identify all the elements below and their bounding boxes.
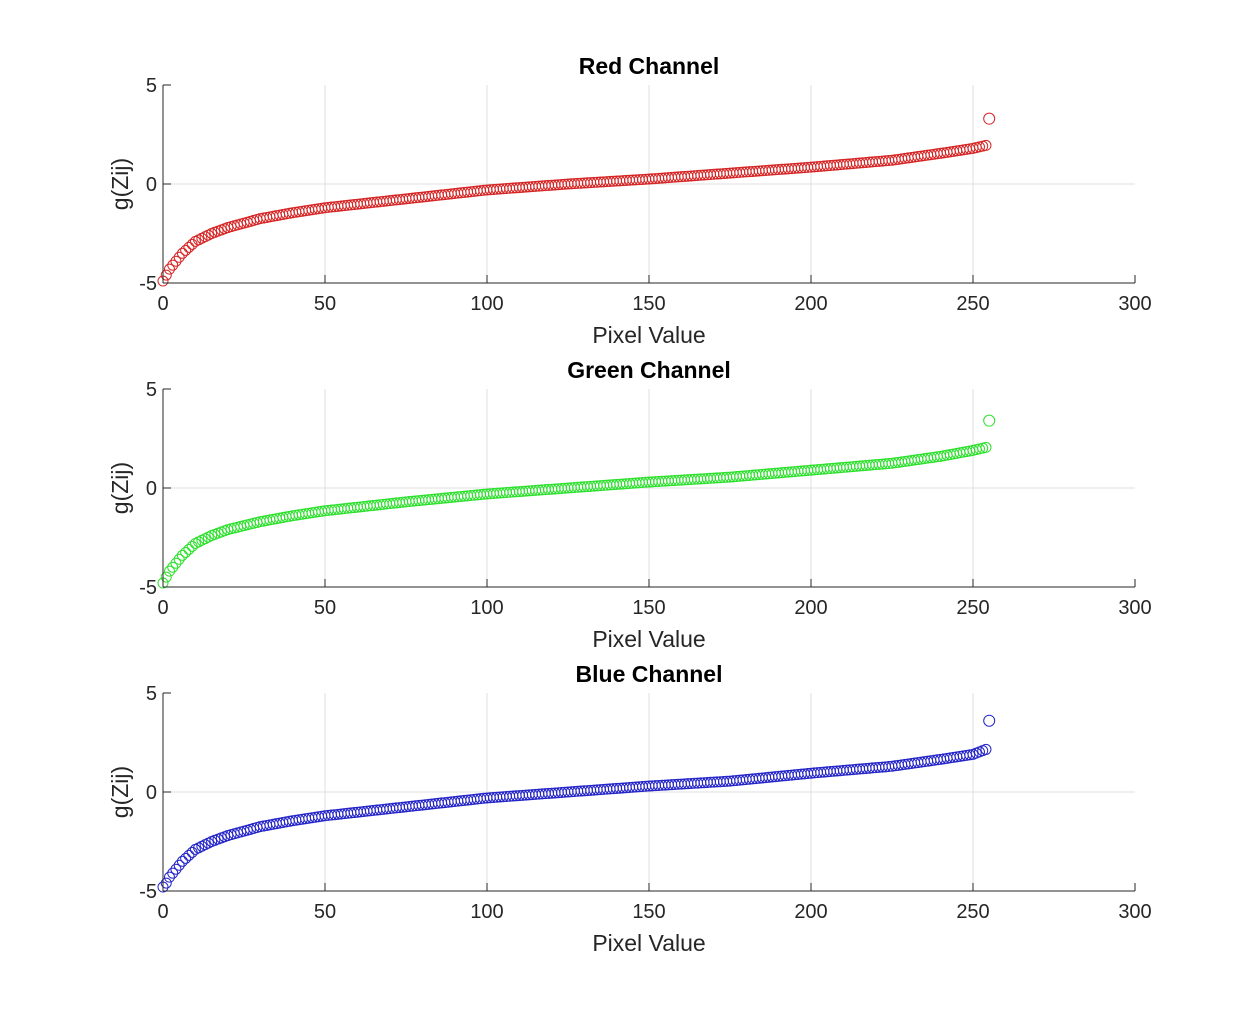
y-tick-label: 0 xyxy=(146,478,157,500)
x-tick-label: 300 xyxy=(1118,597,1151,619)
x-tick-label: 150 xyxy=(632,293,665,315)
data-point xyxy=(163,871,175,883)
data-point-outlier xyxy=(983,714,996,727)
data-point xyxy=(163,263,175,275)
x-tick-label: 250 xyxy=(956,901,989,923)
data-point xyxy=(170,863,182,875)
x-tick-label: 0 xyxy=(157,597,168,619)
chart-title: Green Channel xyxy=(567,357,731,383)
data-point xyxy=(183,543,195,555)
data-series xyxy=(157,112,996,287)
y-tick-label: 0 xyxy=(146,174,157,196)
chart-title: Red Channel xyxy=(579,53,720,79)
data-point xyxy=(183,849,195,861)
x-tick-label: 100 xyxy=(470,293,503,315)
x-tick-label: 300 xyxy=(1118,901,1151,923)
y-tick-label: 5 xyxy=(146,75,157,97)
data-point xyxy=(964,749,976,761)
y-tick-label: -5 xyxy=(139,577,157,599)
data-point xyxy=(180,546,192,558)
x-tick-label: 0 xyxy=(157,901,168,923)
data-point xyxy=(167,259,179,271)
x-axis-label: Pixel Value xyxy=(592,626,705,652)
x-tick-label: 250 xyxy=(956,293,989,315)
data-point xyxy=(980,139,992,151)
data-point xyxy=(170,255,182,267)
x-tick-label: 50 xyxy=(314,597,336,619)
x-tick-label: 200 xyxy=(794,597,827,619)
y-tick-label: -5 xyxy=(139,273,157,295)
data-point xyxy=(176,549,188,561)
x-tick-label: 100 xyxy=(470,597,503,619)
x-tick-label: 200 xyxy=(794,901,827,923)
x-axis-label: Pixel Value xyxy=(592,930,705,956)
data-point xyxy=(176,855,188,867)
data-point xyxy=(183,241,195,253)
y-tick-label: 5 xyxy=(146,379,157,401)
data-series xyxy=(157,714,996,893)
data-point xyxy=(173,859,185,871)
data-point xyxy=(980,743,992,755)
x-tick-label: 150 xyxy=(632,901,665,923)
x-tick-label: 100 xyxy=(470,901,503,923)
x-tick-label: 0 xyxy=(157,293,168,315)
y-axis-label: g(Zij) xyxy=(107,462,133,514)
y-axis-label: g(Zij) xyxy=(107,158,133,210)
data-point xyxy=(180,852,192,864)
x-tick-label: 150 xyxy=(632,597,665,619)
x-tick-label: 300 xyxy=(1118,293,1151,315)
data-point xyxy=(180,244,192,256)
y-tick-label: 5 xyxy=(146,683,157,705)
data-point-outlier xyxy=(983,414,996,427)
x-tick-label: 200 xyxy=(794,293,827,315)
data-point xyxy=(173,553,185,565)
data-point xyxy=(167,561,179,573)
y-tick-label: 0 xyxy=(146,782,157,804)
x-tick-label: 50 xyxy=(314,901,336,923)
data-point xyxy=(160,877,172,889)
x-axis-label: Pixel Value xyxy=(592,322,705,348)
x-tick-label: 50 xyxy=(314,293,336,315)
x-tick-label: 250 xyxy=(956,597,989,619)
data-point xyxy=(167,867,179,879)
data-point xyxy=(173,251,185,263)
data-point xyxy=(160,269,172,281)
data-series xyxy=(157,414,996,589)
data-point xyxy=(160,571,172,583)
data-point-outlier xyxy=(983,112,996,125)
chart-title: Blue Channel xyxy=(576,661,723,687)
data-point xyxy=(170,557,182,569)
y-tick-label: -5 xyxy=(139,881,157,903)
data-point xyxy=(980,441,992,453)
data-point xyxy=(163,565,175,577)
y-axis-label: g(Zij) xyxy=(107,766,133,818)
data-point xyxy=(176,247,188,259)
